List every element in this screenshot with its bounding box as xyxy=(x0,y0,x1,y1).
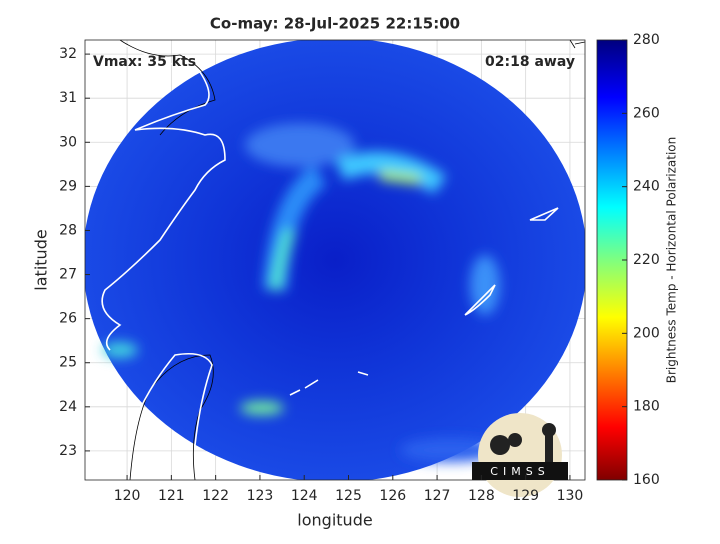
x-tick-label: 130 xyxy=(557,488,584,504)
x-axis-label: longitude xyxy=(297,511,372,530)
plot-frame xyxy=(84,39,586,481)
y-tick-label: 24 xyxy=(59,399,77,415)
y-tick-label: 26 xyxy=(59,311,77,327)
x-tick-label: 123 xyxy=(247,488,274,504)
y-tick-label: 25 xyxy=(59,355,77,371)
x-tick-label: 124 xyxy=(291,488,318,504)
x-tick-label: 128 xyxy=(468,488,495,504)
colorbar-tick-label: 280 xyxy=(633,32,660,48)
colorbar-tick-label: 180 xyxy=(633,399,660,415)
chart-title: Co-may: 28-Jul-2025 22:15:00 xyxy=(210,15,460,33)
cimss-logo: CIMSS xyxy=(472,413,568,497)
x-tick-label: 126 xyxy=(379,488,406,504)
annotation: 02:18 away xyxy=(485,54,575,70)
y-tick-label: 27 xyxy=(59,267,77,283)
x-tick-label: 120 xyxy=(114,488,141,504)
x-tick-label: 121 xyxy=(158,488,185,504)
x-tick-label: 125 xyxy=(335,488,362,504)
logo-text: CIMSS xyxy=(490,465,549,478)
y-tick-label: 31 xyxy=(59,90,77,106)
annotation: Vmax: 35 kts xyxy=(93,54,196,70)
y-tick-label: 32 xyxy=(59,46,77,62)
colorbar-tick-label: 260 xyxy=(633,105,660,121)
y-tick-label: 30 xyxy=(59,134,77,150)
y-tick-label: 23 xyxy=(59,443,77,459)
y-tick-label: 28 xyxy=(59,222,77,238)
colorbar-tick-label: 160 xyxy=(633,472,660,488)
coastlines xyxy=(101,40,585,480)
x-tick-label: 129 xyxy=(512,488,539,504)
colorbar-tick-label: 240 xyxy=(633,179,660,195)
y-tick-label: 29 xyxy=(59,178,77,194)
x-tick-label: 127 xyxy=(424,488,451,504)
x-tick-label: 122 xyxy=(202,488,229,504)
colorbar-label: Brightness Temp - Horizontal Polarizatio… xyxy=(665,137,679,384)
colorbar-tick-label: 200 xyxy=(633,325,660,341)
y-axis-label: latitude xyxy=(32,229,51,290)
colorbar-tick-label: 220 xyxy=(633,252,660,268)
